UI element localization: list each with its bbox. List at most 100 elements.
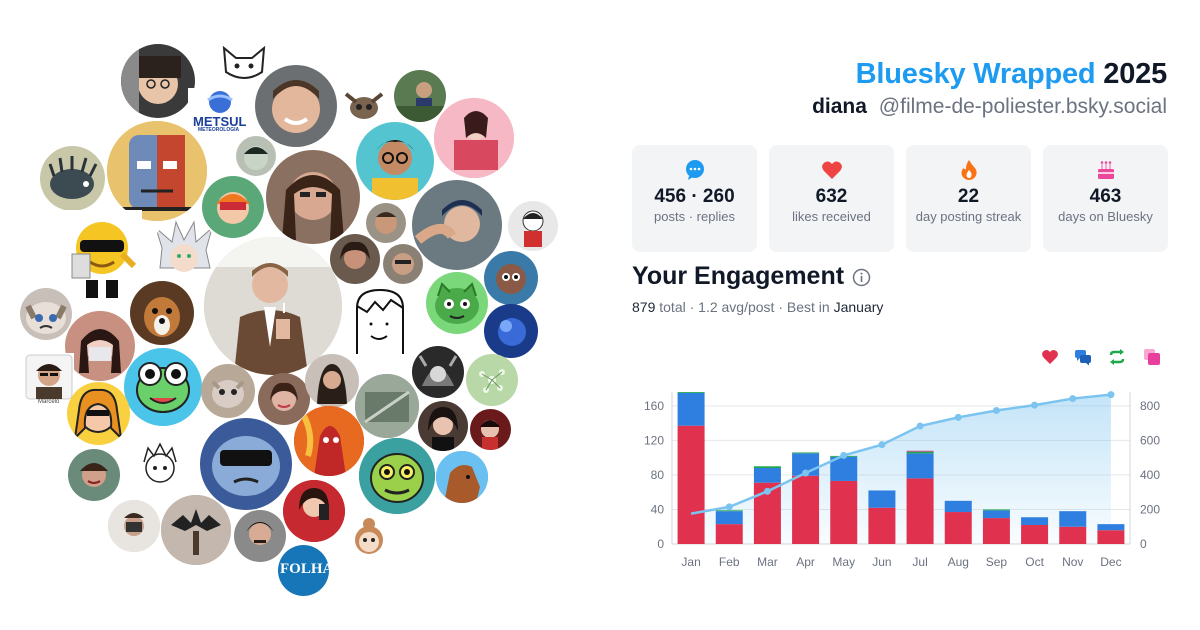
avatar-metsul-logo[interactable]: METSUL METEOROLOGIA bbox=[188, 88, 246, 134]
avatar[interactable] bbox=[121, 44, 195, 118]
avatar-folha-logo[interactable]: FOLHA bbox=[278, 545, 329, 596]
bar-reposts[interactable] bbox=[906, 451, 934, 454]
engagement-best-month: January bbox=[833, 299, 884, 315]
avatar[interactable] bbox=[236, 136, 276, 176]
bar-replies[interactable] bbox=[753, 468, 781, 483]
avatar[interactable] bbox=[20, 288, 72, 340]
bar-likes[interactable] bbox=[868, 507, 896, 544]
cumulative-point[interactable] bbox=[1069, 395, 1077, 403]
bar-reposts[interactable] bbox=[982, 509, 1010, 511]
avatar[interactable] bbox=[202, 176, 264, 238]
avatar[interactable] bbox=[347, 284, 413, 360]
bar-replies[interactable] bbox=[1021, 517, 1049, 525]
avatar[interactable] bbox=[412, 180, 502, 270]
avatar[interactable] bbox=[124, 348, 202, 426]
bar-replies[interactable] bbox=[868, 490, 896, 508]
x-tick: Jan bbox=[681, 555, 700, 569]
bar-reposts[interactable] bbox=[792, 452, 820, 454]
avatar[interactable] bbox=[283, 480, 345, 542]
bar-reposts[interactable] bbox=[677, 392, 705, 393]
avatar[interactable] bbox=[466, 354, 518, 406]
bar-likes[interactable] bbox=[1059, 526, 1087, 544]
avatar[interactable] bbox=[255, 65, 337, 147]
bar-replies[interactable] bbox=[677, 392, 705, 426]
avatar[interactable] bbox=[134, 438, 186, 490]
avatar[interactable] bbox=[234, 510, 286, 562]
avatar[interactable] bbox=[355, 374, 419, 438]
avatar[interactable] bbox=[436, 451, 488, 503]
cumulative-point[interactable] bbox=[992, 406, 1000, 414]
bar-likes[interactable] bbox=[1021, 525, 1049, 544]
bar-likes[interactable] bbox=[906, 478, 934, 544]
cumulative-point[interactable] bbox=[763, 487, 771, 495]
bar-likes[interactable] bbox=[715, 524, 743, 544]
cumulative-point[interactable] bbox=[840, 451, 848, 459]
avatar[interactable] bbox=[484, 304, 538, 358]
bar-replies[interactable] bbox=[1097, 524, 1125, 531]
avatar[interactable] bbox=[470, 409, 511, 450]
bar-likes[interactable] bbox=[830, 480, 858, 544]
avatar[interactable] bbox=[340, 80, 388, 128]
avatar[interactable] bbox=[204, 237, 342, 375]
bar-quotes[interactable] bbox=[906, 450, 934, 452]
cumulative-point[interactable] bbox=[1107, 391, 1115, 399]
avatar[interactable] bbox=[484, 251, 538, 305]
heart-icon[interactable] bbox=[1041, 348, 1059, 366]
avatar[interactable] bbox=[294, 406, 364, 476]
avatar[interactable] bbox=[152, 218, 217, 283]
avatar[interactable] bbox=[130, 281, 194, 345]
cumulative-point[interactable] bbox=[802, 469, 810, 477]
avatar[interactable] bbox=[266, 150, 360, 244]
avatar[interactable] bbox=[218, 42, 270, 84]
avatar[interactable] bbox=[108, 500, 160, 552]
avatar[interactable] bbox=[418, 401, 468, 451]
avatar[interactable]: Marcelo bbox=[24, 353, 74, 409]
bar-likes[interactable] bbox=[792, 475, 820, 544]
bar-likes[interactable] bbox=[944, 512, 972, 544]
avatar[interactable] bbox=[366, 203, 406, 243]
avatar[interactable] bbox=[201, 364, 255, 418]
avatar[interactable] bbox=[359, 438, 435, 514]
avatar[interactable] bbox=[258, 373, 310, 425]
cumulative-point[interactable] bbox=[725, 503, 733, 511]
info-icon[interactable] bbox=[852, 268, 871, 287]
avatar[interactable] bbox=[330, 234, 380, 284]
repost-icon[interactable] bbox=[1108, 348, 1126, 366]
stat-label: day posting streak bbox=[915, 209, 1022, 224]
bar-replies[interactable] bbox=[715, 511, 743, 525]
avatar[interactable] bbox=[62, 210, 142, 300]
bar-likes[interactable] bbox=[1097, 530, 1125, 544]
bar-replies[interactable] bbox=[906, 453, 934, 479]
avatar[interactable] bbox=[356, 122, 434, 200]
avatar[interactable] bbox=[67, 382, 130, 445]
bar-replies[interactable] bbox=[982, 510, 1010, 519]
cumulative-point[interactable] bbox=[878, 441, 886, 449]
avatar[interactable] bbox=[434, 98, 514, 178]
avatar[interactable] bbox=[383, 244, 423, 284]
bar-replies[interactable] bbox=[1059, 511, 1087, 527]
bar-likes[interactable] bbox=[982, 518, 1010, 544]
avatar[interactable] bbox=[412, 346, 464, 398]
avatar[interactable] bbox=[68, 449, 120, 501]
avatar[interactable] bbox=[65, 311, 135, 381]
cumulative-line bbox=[690, 393, 1112, 515]
cumulative-point[interactable] bbox=[954, 413, 962, 421]
avatar[interactable] bbox=[426, 272, 488, 334]
reply-icon[interactable] bbox=[1074, 348, 1092, 366]
cumulative-point[interactable] bbox=[1031, 401, 1039, 409]
user-handle[interactable]: @filme-de-poliester.bsky.social bbox=[878, 95, 1167, 118]
avatar[interactable] bbox=[161, 495, 231, 565]
quote-icon[interactable] bbox=[1143, 348, 1161, 366]
bar-reposts[interactable] bbox=[753, 466, 781, 468]
avatar[interactable] bbox=[107, 121, 207, 221]
cumulative-point[interactable] bbox=[916, 422, 924, 430]
avatar[interactable] bbox=[40, 146, 105, 211]
avatar[interactable] bbox=[508, 201, 558, 251]
avatar[interactable] bbox=[345, 512, 393, 562]
avatar[interactable] bbox=[305, 354, 359, 408]
bar-replies[interactable] bbox=[944, 500, 972, 513]
bar-reposts[interactable] bbox=[715, 510, 743, 512]
bar-likes[interactable] bbox=[677, 425, 705, 544]
avatar[interactable] bbox=[200, 418, 292, 510]
avatar[interactable] bbox=[394, 70, 446, 122]
